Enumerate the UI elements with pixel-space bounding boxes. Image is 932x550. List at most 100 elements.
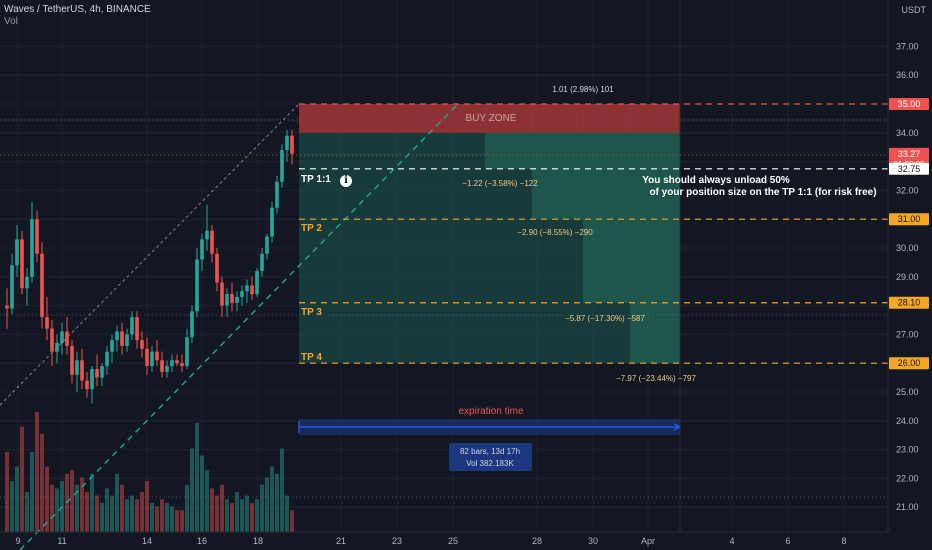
- x-tick-label: 6: [785, 536, 790, 546]
- candle-body: [55, 343, 59, 352]
- candle-body: [175, 360, 179, 364]
- price-badge: [889, 213, 929, 226]
- candle-body: [230, 294, 234, 303]
- candle-body: [30, 219, 34, 277]
- y-tick-label: 21.00: [896, 502, 919, 512]
- position-zones: [298, 0, 682, 532]
- volume-bar: [115, 473, 119, 532]
- volume-bar: [130, 495, 134, 532]
- volume-bar: [155, 506, 159, 532]
- vol-indicator-label[interactable]: Vol: [4, 16, 18, 27]
- volume-bar: [245, 495, 249, 532]
- volume-bar: [110, 495, 114, 532]
- candle-body: [290, 135, 294, 154]
- tp-sub-zone: [583, 132, 630, 303]
- x-tick-label: 9: [15, 536, 20, 546]
- price-badge-label: 35.00: [898, 99, 921, 109]
- candle-body: [170, 360, 174, 367]
- tp-sub-zone: [532, 132, 583, 220]
- candle-body: [80, 360, 84, 381]
- volume-bar: [255, 499, 259, 532]
- y-tick-label: 32.00: [896, 185, 919, 195]
- x-tick-label: 16: [197, 536, 207, 546]
- tp-sub-zone: [630, 132, 680, 364]
- volume-bar: [150, 502, 154, 532]
- channel-upper-line: [0, 103, 300, 406]
- candle-body: [60, 331, 64, 344]
- candle-body: [235, 296, 239, 303]
- volume-bar: [15, 466, 19, 532]
- price-badge-label: 31.00: [898, 214, 921, 224]
- candle-body: [135, 317, 139, 341]
- x-tick-label: 11: [57, 536, 66, 546]
- candle-body: [185, 337, 189, 367]
- x-tick-label: 30: [588, 536, 598, 546]
- volume-bar: [235, 492, 239, 532]
- candle-body: [140, 340, 144, 349]
- symbol-title[interactable]: Waves / TetherUS, 4h, BINANCE: [4, 4, 151, 15]
- tp1-label: TP 1:1: [301, 174, 331, 185]
- candle-body: [110, 340, 114, 352]
- target-zone-box: [299, 132, 680, 364]
- channel-lower-line: [19, 103, 459, 550]
- price-badge-label: 28.10: [898, 298, 921, 308]
- x-tick-label: 4: [729, 536, 734, 546]
- volume-bar: [70, 470, 74, 532]
- candle-body: [90, 368, 94, 390]
- volume-bar: [10, 481, 14, 532]
- volume-bar: [280, 448, 284, 532]
- candle-body: [20, 239, 24, 289]
- tp2-stat: −2.90 (−8.55%) −290: [517, 228, 593, 237]
- volume-bar: [275, 473, 279, 532]
- volume-bar: [5, 452, 9, 532]
- volume-bar: [285, 495, 289, 532]
- x-tick-label: 18: [253, 536, 263, 546]
- volume-bar: [225, 499, 229, 532]
- candle-body: [105, 351, 109, 367]
- candle-body: [10, 265, 14, 309]
- candle-body: [85, 380, 89, 390]
- volume-bar: [30, 452, 34, 532]
- volume-bar: [50, 484, 54, 532]
- tp1-stat: −1.22 (−3.58%) −122: [462, 179, 538, 188]
- tp4-label: TP 4: [301, 352, 322, 363]
- volume-bar: [240, 499, 244, 532]
- candle-body: [275, 181, 279, 208]
- candle-body: [205, 230, 209, 240]
- price-badge-label: 32.75: [898, 164, 921, 174]
- candle-body: [190, 311, 194, 338]
- volume-bar: [160, 499, 164, 532]
- tp3-label: TP 3: [301, 307, 322, 318]
- info-icon[interactable]: i: [340, 175, 352, 187]
- volume-bar: [290, 510, 294, 532]
- candle-body: [75, 360, 79, 375]
- price-badge-label: 26.00: [898, 358, 921, 368]
- candle-body: [115, 331, 119, 341]
- volume-bar: [55, 488, 59, 532]
- bars-stat-box: [449, 443, 532, 471]
- candle-body: [250, 285, 254, 295]
- volume-bar: [40, 433, 44, 532]
- candle-body: [150, 351, 154, 367]
- y-tick-label: 37.00: [896, 41, 919, 51]
- buy-zone-stat: 1.01 (2.98%) 101: [552, 85, 614, 94]
- price-badge: [889, 296, 929, 309]
- volume-bar: [20, 426, 24, 532]
- candle-body: [280, 150, 284, 182]
- y-tick-label: 22.00: [896, 473, 919, 483]
- y-tick-label: 27.00: [896, 329, 919, 339]
- price-badge: [889, 98, 929, 110]
- candle-body: [65, 331, 69, 346]
- volume-bar: [105, 488, 109, 532]
- candle-body: [50, 328, 54, 352]
- y-tick-label: 23.00: [896, 445, 919, 455]
- note-line-1: You should always unload 50%: [642, 175, 790, 186]
- candle-body: [260, 253, 264, 272]
- volume-bar: [170, 506, 174, 532]
- volume-bar: [265, 477, 269, 532]
- candle-body: [145, 348, 149, 367]
- price-badge: [889, 357, 929, 370]
- y-tick-label: 36.00: [896, 70, 919, 80]
- candle-body: [265, 236, 269, 254]
